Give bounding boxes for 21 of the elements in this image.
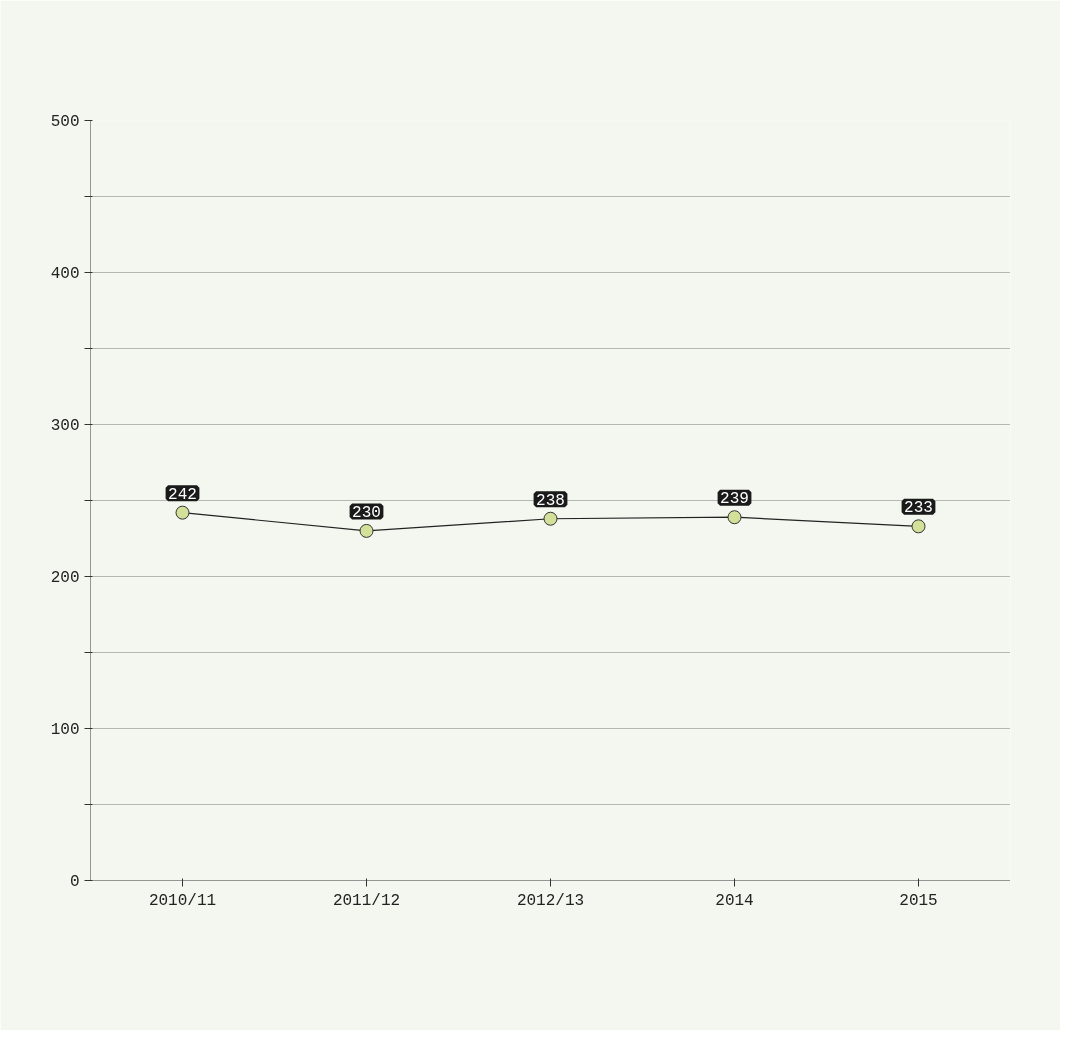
y-tick-label: 500 [50,113,80,131]
point [175,505,190,520]
x-tick-label: 2015 [899,891,938,910]
data-label: 230 [352,503,381,522]
y-tick-label: 100 [50,721,80,739]
x-tick-label: 2012/13 [516,891,585,910]
x-tick-label: 2011/12 [332,891,401,910]
point [543,511,558,526]
y-tick-label: 0 [69,873,80,891]
x-tick-label: 2014 [715,891,754,910]
data-label: 233 [904,499,933,518]
data-label: 242 [168,485,197,504]
y-tick-label: 300 [50,417,80,435]
point [911,519,926,534]
data-label: 238 [536,491,565,510]
x-tick-label: 2010/11 [148,891,217,910]
point [727,510,742,525]
data-label: 239 [720,490,749,509]
y-tick-label: 200 [50,569,80,587]
y-tick-label: 400 [50,265,80,283]
point [359,523,374,538]
